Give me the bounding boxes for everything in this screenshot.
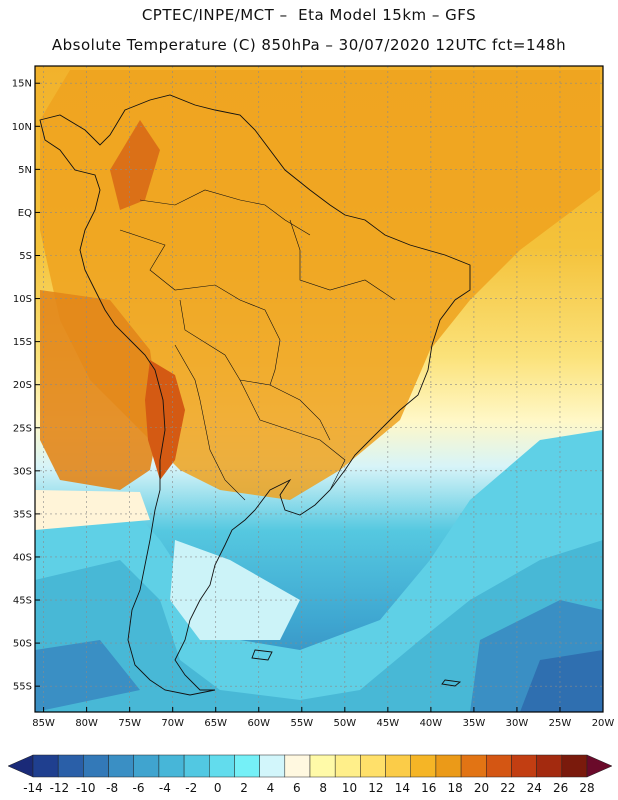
coastlines — [39, 94, 471, 696]
colorbar-swatch — [486, 754, 512, 778]
colorbar-swatch — [209, 754, 235, 778]
colorbar-swatch — [83, 754, 109, 778]
colorbar-swatch — [561, 754, 588, 778]
colorbar-label: 24 — [527, 781, 542, 795]
colorbar-label: -2 — [185, 781, 197, 795]
lat-tick-label: EQ — [18, 208, 32, 219]
colorbar-swatch — [183, 754, 210, 778]
lat-tick-label: 55S — [13, 682, 32, 693]
lat-tick-label: 5S — [19, 251, 32, 262]
map-frame — [34, 65, 604, 713]
colorbar-label: 16 — [421, 781, 436, 795]
colorbar-label: -10 — [76, 781, 96, 795]
colorbar-label: 20 — [474, 781, 489, 795]
colorbar-high-extend — [586, 754, 613, 778]
colorbar-swatch — [360, 754, 386, 778]
lat-tick-label: 10S — [13, 294, 32, 305]
lat-tick-label: 45S — [13, 596, 32, 607]
lat-tick-label: 25S — [13, 423, 32, 434]
colorbar-label: 14 — [395, 781, 410, 795]
colorbar-swatch — [158, 754, 185, 778]
colorbar: -14 -12 -10 -8 -6 -4 -2 0 2 4 6 8 10 12 14 16 18 20 22 24 26… — [7, 754, 613, 795]
lon-tick-label: 80W — [75, 718, 98, 729]
lon-tick-label: 70W — [161, 718, 184, 729]
longitude-axis: 85W 80W 75W 70W 65W 60W 55W 50W 45W 40W 35W 30W 25W 2… — [32, 707, 614, 729]
temperature-field — [35, 66, 603, 712]
colorbar-swatch — [435, 754, 462, 778]
colorbar-label: 8 — [319, 781, 327, 795]
colorbar-swatch — [385, 754, 411, 778]
colorbar-label: 6 — [293, 781, 301, 795]
lat-tick-label: 40S — [13, 552, 32, 563]
colorbar-swatch — [536, 754, 563, 778]
lat-tick-label: 50S — [13, 639, 32, 650]
lon-tick-label: 30W — [506, 718, 529, 729]
colorbar-swatch — [234, 754, 260, 778]
lon-tick-label: 60W — [247, 718, 270, 729]
lat-tick-label: 5N — [18, 165, 32, 176]
lon-tick-label: 55W — [290, 718, 313, 729]
colorbar-swatch — [334, 754, 361, 778]
colorbar-swatch — [259, 754, 286, 778]
lon-tick-label: 50W — [334, 718, 357, 729]
lat-tick-label: 15N — [12, 79, 32, 90]
colorbar-label: 4 — [267, 781, 275, 795]
colorbar-swatch — [309, 754, 336, 778]
colorbar-label: 22 — [500, 781, 515, 795]
lon-tick-label: 20W — [592, 718, 615, 729]
colorbar-swatch — [108, 754, 134, 778]
lat-tick-label: 15S — [13, 337, 32, 348]
country-borders — [119, 189, 396, 501]
lon-tick-label: 75W — [118, 718, 141, 729]
colorbar-swatch — [32, 754, 59, 778]
colorbar-label: -14 — [23, 781, 43, 795]
chart-subtitle: Absolute Temperature (C) 850hPa – 30/07/… — [51, 36, 567, 54]
colorbar-swatch — [410, 754, 437, 778]
colorbar-swatch — [57, 754, 84, 778]
lat-tick-label: 20S — [13, 380, 32, 391]
colorbar-low-extend — [7, 754, 34, 778]
colorbar-label: -8 — [106, 781, 118, 795]
colorbar-label: -12 — [50, 781, 70, 795]
lon-tick-label: 45W — [377, 718, 400, 729]
colorbar-label: 10 — [342, 781, 357, 795]
lon-tick-label: 85W — [32, 718, 55, 729]
colorbar-swatch — [284, 754, 311, 778]
colorbar-label: 28 — [579, 781, 594, 795]
colorbar-swatch — [133, 754, 160, 778]
lon-tick-label: 35W — [463, 718, 486, 729]
colorbar-label: 12 — [368, 781, 383, 795]
latitude-axis: 15N 10N 5N EQ 5S 10S 15S 20S 25S 30S 35S 40S 45S 50S 5… — [12, 79, 40, 693]
colorbar-label: 0 — [214, 781, 222, 795]
lon-tick-label: 25W — [549, 718, 572, 729]
colorbar-swatch — [511, 754, 537, 778]
colorbar-label: -4 — [159, 781, 171, 795]
colorbar-label: -6 — [133, 781, 145, 795]
lat-tick-label: 10N — [12, 122, 32, 133]
lat-tick-label: 30S — [13, 466, 32, 477]
colorbar-label: 18 — [447, 781, 462, 795]
lon-tick-label: 40W — [420, 718, 443, 729]
colorbar-label: 2 — [240, 781, 248, 795]
chart-title: CPTEC/INPE/MCT – Eta Model 15km – GFS — [141, 6, 477, 24]
colorbar-swatch — [460, 754, 487, 778]
lat-tick-label: 35S — [13, 509, 32, 520]
lon-tick-label: 65W — [204, 718, 227, 729]
colorbar-label: 26 — [553, 781, 568, 795]
